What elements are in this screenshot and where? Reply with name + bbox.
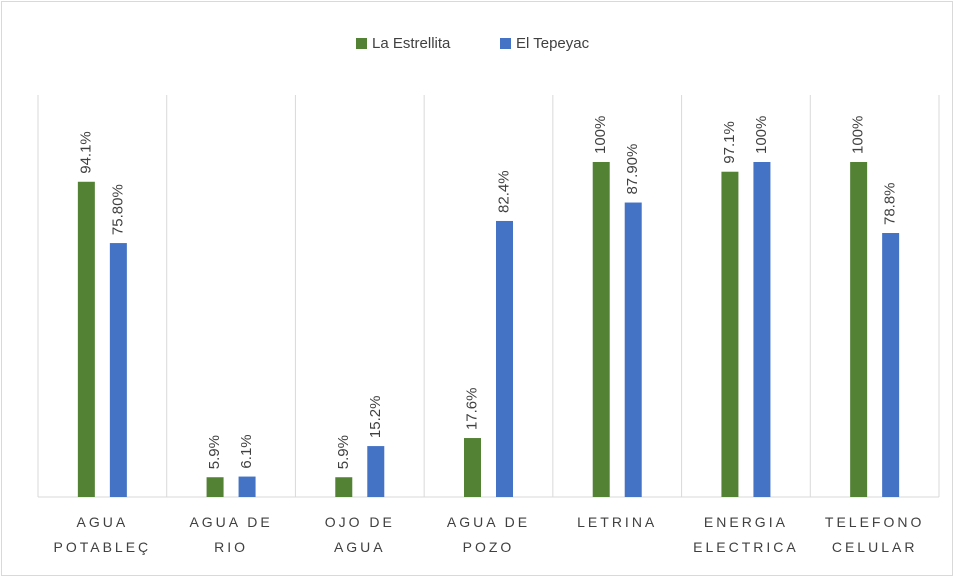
legend-label: El Tepeyac <box>516 35 590 52</box>
value-label: 100% <box>850 116 867 154</box>
bar <box>850 162 868 497</box>
x-tick-label: AGUA POTABLEÇ <box>54 514 152 555</box>
bar <box>592 162 610 497</box>
x-tick-label: TELEFONO CELULAR <box>825 514 924 555</box>
x-tick-label: ENERGIA ELECTRICA <box>693 514 799 555</box>
bar <box>238 476 256 497</box>
value-label: 100% <box>753 116 770 154</box>
value-label: 100% <box>592 116 609 154</box>
value-label: 6.1% <box>238 434 255 468</box>
value-label: 97.1% <box>721 121 738 164</box>
bar <box>109 243 127 497</box>
x-tick-label: AGUA DE POZO <box>447 514 530 555</box>
value-label: 87.90% <box>624 144 641 195</box>
bar <box>335 477 353 497</box>
bar <box>882 233 900 497</box>
bar <box>206 477 224 497</box>
legend-swatch <box>356 38 367 49</box>
bar <box>624 202 642 497</box>
bar <box>721 171 739 497</box>
value-label: 75.80% <box>109 184 126 235</box>
x-tick-label: LETRINA <box>577 514 657 530</box>
value-label: 5.9% <box>335 435 352 469</box>
value-label: 82.4% <box>495 170 512 213</box>
bar <box>77 181 95 497</box>
x-tick-label: AGUA DE RIO <box>189 514 272 555</box>
x-tick-label: OJO DE AGUA <box>325 514 395 555</box>
value-label: 5.9% <box>206 435 223 469</box>
legend-label: La Estrellita <box>372 35 451 52</box>
legend-swatch <box>500 38 511 49</box>
bar <box>464 438 481 497</box>
bar <box>753 162 771 497</box>
bar <box>367 446 385 497</box>
value-label: 94.1% <box>77 131 94 174</box>
value-label: 17.6% <box>463 387 480 430</box>
value-label: 78.8% <box>882 182 899 225</box>
value-label: 15.2% <box>367 396 384 439</box>
bar <box>496 220 513 497</box>
